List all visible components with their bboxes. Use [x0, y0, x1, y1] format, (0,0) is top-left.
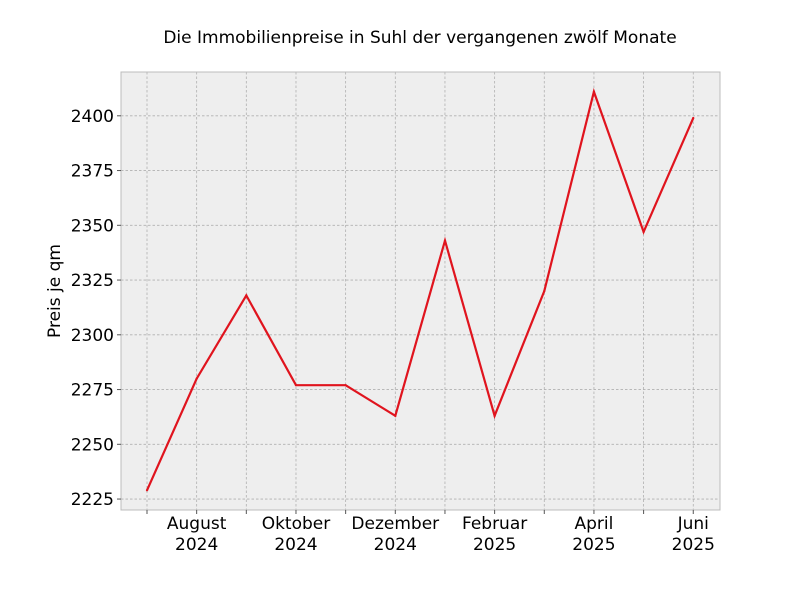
x-tick-label: August [167, 514, 227, 534]
data-point [443, 239, 447, 242]
data-point [294, 384, 298, 387]
series-line [145, 87, 695, 491]
x-tick-label: Dezember [351, 514, 439, 534]
y-tick-label: 2325 [71, 271, 114, 291]
x-tick-label: 2024 [175, 535, 218, 555]
plot-background [121, 72, 720, 510]
data-point [592, 90, 596, 93]
x-tick-label: April [575, 514, 614, 534]
plot-frame [120, 71, 721, 511]
data-point [344, 384, 347, 387]
x-tick-label: Juni [677, 514, 709, 534]
y-tick-label: 2300 [71, 326, 114, 346]
x-tick-label: 2024 [374, 535, 417, 555]
y-tick-label: 2350 [71, 216, 114, 236]
y-axis-label: Preis je qm [45, 244, 65, 338]
y-tick-label: 2250 [71, 435, 114, 455]
x-tick-label: 2025 [572, 535, 615, 555]
data-point [642, 230, 645, 233]
data-point [145, 489, 149, 492]
data-point [195, 377, 198, 380]
y-tick-label: 2400 [71, 107, 114, 127]
data-point [543, 289, 546, 293]
x-tick-label: 2024 [274, 535, 317, 555]
chart-title: Die Immobilienpreise in Suhl der vergang… [163, 28, 676, 48]
x-tick-label: Februar [462, 514, 527, 534]
data-point [245, 294, 248, 297]
y-tick-label: 2275 [71, 381, 114, 401]
data-point [394, 414, 397, 417]
y-tick-label: 2375 [71, 162, 114, 182]
data-point [692, 116, 695, 120]
data-point [493, 414, 496, 417]
x-tick-label: 2025 [473, 535, 516, 555]
x-tick-label: 2025 [672, 535, 715, 555]
y-tick-label: 2225 [71, 490, 114, 510]
x-tick-label: Oktober [262, 514, 331, 534]
